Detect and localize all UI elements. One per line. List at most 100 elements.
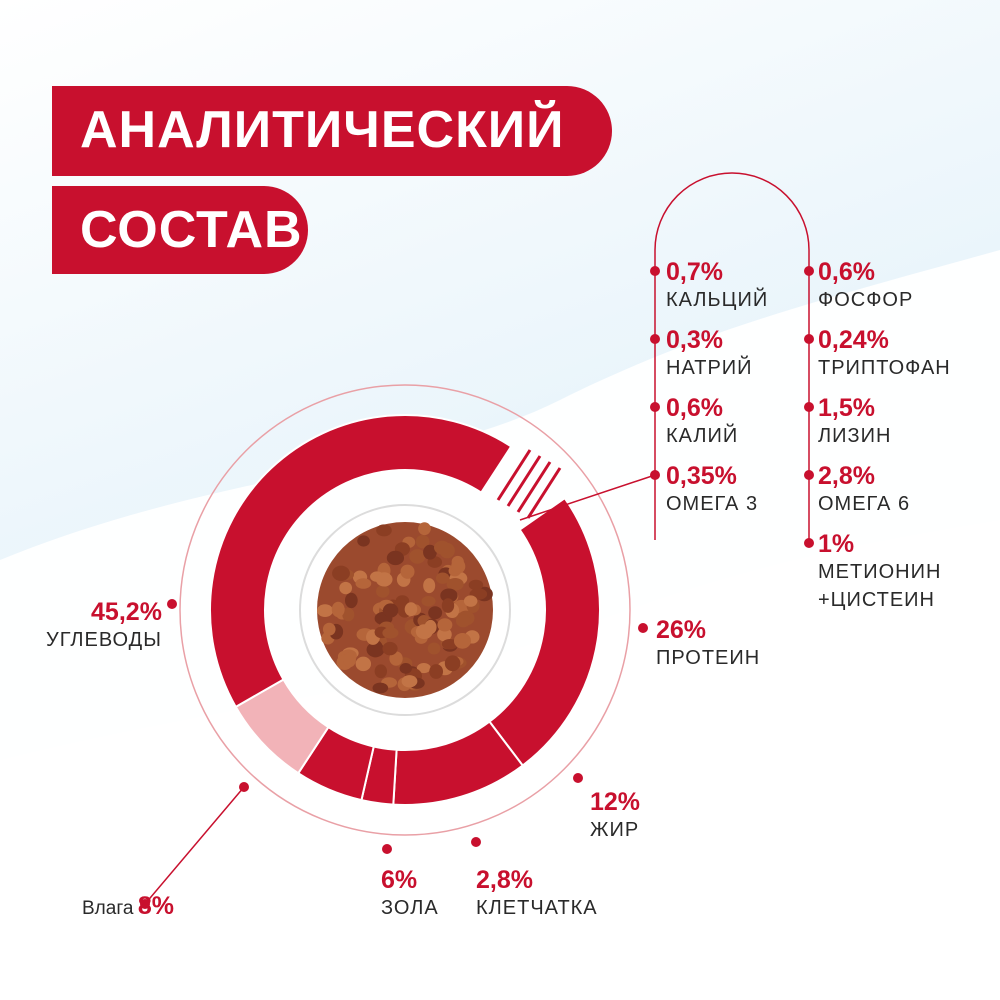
protein-name: ПРОТЕИН: [656, 647, 761, 669]
kibble-piece: [441, 598, 455, 613]
fat-name: ЖИР: [590, 819, 640, 841]
kibble-piece: [404, 602, 418, 617]
kibble-piece: [444, 655, 461, 672]
kibble-piece: [342, 652, 356, 668]
kibble-piece: [382, 641, 398, 656]
protein-value: 26%: [656, 616, 707, 644]
label-moisture: Влага 8%: [82, 892, 174, 923]
title-line-1-text: АНАЛИТИЧЕСКИЙ: [80, 101, 565, 159]
kibble-piece: [415, 624, 433, 640]
kibble-piece: [382, 603, 399, 618]
marker-dot: [650, 334, 660, 344]
label-fat: 12% ЖИР: [590, 788, 640, 844]
kibble-piece: [423, 578, 436, 594]
marker-dot: [804, 334, 814, 344]
marker-dot: [804, 402, 814, 412]
carbs-value: 45,2%: [91, 598, 162, 626]
title-line-2-text: СОСТАВ: [80, 201, 303, 259]
carbs-name: УГЛЕВОДЫ: [46, 629, 162, 651]
marker-dot: [140, 899, 150, 909]
mineral-omega3: 0,35% ОМЕГА 3: [666, 462, 758, 518]
sodium-name: НАТРИЙ: [666, 357, 753, 379]
kibble-piece: [468, 579, 484, 591]
fiber-name: КЛЕТЧАТКА: [476, 897, 598, 919]
kibble-piece: [428, 606, 443, 620]
marker-dot: [650, 470, 660, 480]
marker-dot: [573, 773, 583, 783]
marker-dot: [239, 782, 249, 792]
lysine-value: 1,5%: [818, 394, 875, 422]
marker-dot: [382, 844, 392, 854]
marker-dot: [804, 266, 814, 276]
kibble-piece: [409, 549, 426, 564]
label-ash: 6% ЗОЛА: [381, 866, 439, 922]
calcium-name: КАЛЬЦИЙ: [666, 289, 769, 311]
mineral-potassium: 0,6% КАЛИЙ: [666, 394, 738, 450]
potassium-name: КАЛИЙ: [666, 425, 739, 447]
kibble-piece: [382, 627, 399, 639]
outer-guide-circle: [179, 384, 631, 836]
amino-methionine: 1% МЕТИОНИН +ЦИСТЕИН: [818, 530, 941, 614]
kibble-piece: [440, 588, 458, 603]
sodium-value: 0,3%: [666, 326, 723, 354]
kibble-piece: [331, 601, 345, 618]
mineral-calcium: 0,7% КАЛЬЦИЙ: [666, 258, 768, 314]
kibble-texture: [316, 522, 493, 694]
gap-stripes: [496, 449, 562, 519]
kibble-piece: [376, 584, 390, 598]
slice-6: [209, 414, 513, 709]
kibble-piece: [437, 627, 452, 642]
kibble-piece: [429, 664, 444, 679]
kibble-piece: [433, 540, 451, 555]
kibble-piece: [400, 564, 415, 579]
bracket-connector: [654, 172, 810, 540]
calcium-value: 0,7%: [666, 258, 723, 286]
omega6-value: 2,8%: [818, 462, 875, 490]
kibble-piece: [416, 662, 431, 674]
kibble-piece: [355, 656, 372, 672]
omega6-name: ОМЕГА 6: [818, 493, 911, 515]
kibble-piece: [342, 607, 355, 622]
moisture-name: Влага: [82, 898, 134, 919]
kibble-piece: [453, 632, 471, 649]
kibble-piece: [366, 642, 385, 658]
marker-dot: [804, 538, 814, 548]
marker-dot: [638, 623, 648, 633]
kibble-piece: [389, 651, 403, 666]
fat-value: 12%: [590, 788, 641, 816]
kibble-piece: [322, 622, 336, 636]
amino-phosphorus: 0,6% ФОСФОР: [818, 258, 913, 314]
potassium-value: 0,6%: [666, 394, 723, 422]
phosphorus-name: ФОСФОР: [818, 289, 914, 311]
kibble-piece: [316, 604, 334, 617]
kibble-piece: [375, 572, 393, 587]
amino-tryptophan: 0,24% ТРИПТОФАН: [818, 326, 951, 382]
marker-dot: [804, 470, 814, 480]
kibble-piece: [376, 524, 392, 537]
kibble-piece: [463, 595, 478, 607]
lysine-name: ЛИЗИН: [818, 425, 892, 447]
title-line-1: АНАЛИТИЧЕСКИЙ: [52, 86, 612, 176]
ash-value: 6%: [381, 866, 418, 894]
kibble-piece: [427, 642, 441, 655]
kibble-piece: [437, 618, 453, 632]
kibble-piece: [344, 592, 358, 609]
kibble-piece: [435, 572, 450, 584]
kibble-piece: [339, 581, 353, 595]
kibble-piece: [418, 522, 431, 536]
marker-dot: [167, 599, 177, 609]
moisture-value: 8%: [137, 892, 174, 920]
omega3-name: ОМЕГА 3: [666, 493, 759, 515]
methionine-value: 1%: [818, 530, 855, 558]
kibble-piece: [355, 578, 372, 589]
kibble-piece: [446, 577, 464, 591]
amino-lysine: 1,5% ЛИЗИН: [818, 394, 891, 450]
phosphorus-value: 0,6%: [818, 258, 875, 286]
methionine-name: МЕТИОНИН: [818, 561, 942, 583]
kibble-piece: [399, 662, 412, 674]
tryptophan-name: ТРИПТОФАН: [818, 357, 951, 379]
marker-dot: [471, 837, 481, 847]
marker-dots: [140, 266, 814, 909]
leader-lines: [144, 474, 656, 905]
